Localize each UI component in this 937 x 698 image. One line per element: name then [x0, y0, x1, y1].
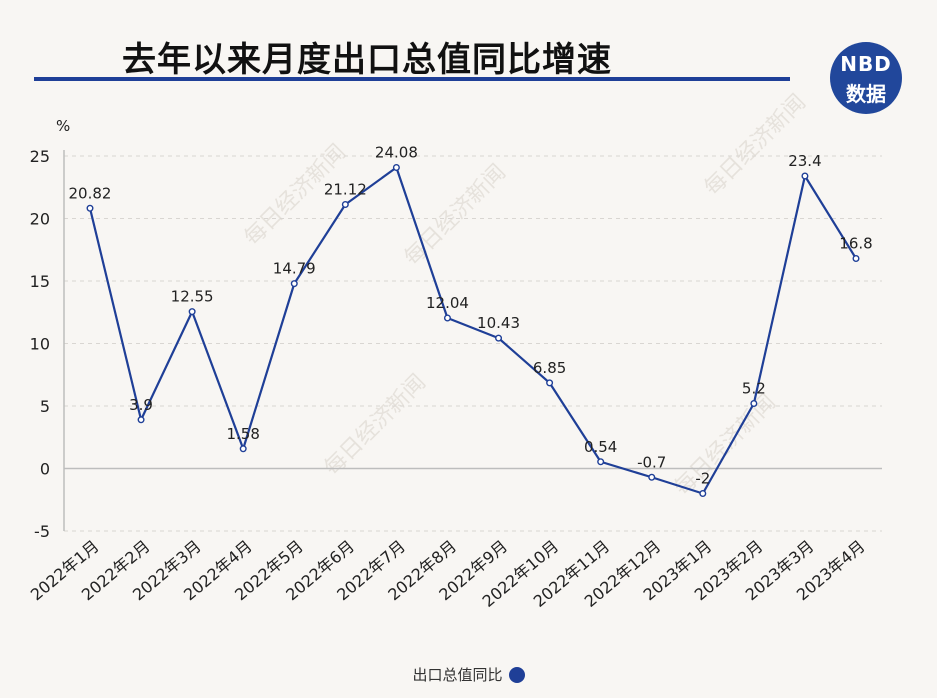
watermark-text: 每日经济新闻: [700, 90, 811, 201]
watermark-text: 每日经济新闻: [400, 160, 511, 271]
data-label: 5.2: [742, 380, 766, 398]
data-label: -0.7: [637, 453, 666, 471]
watermark-text: 每日经济新闻: [320, 370, 431, 481]
data-point: [699, 490, 707, 498]
y-tick-label: 0: [40, 460, 50, 479]
data-point: [597, 458, 605, 466]
data-point: [495, 334, 503, 342]
y-axis-unit: %: [56, 117, 70, 135]
data-point: [392, 163, 400, 171]
data-point: [290, 280, 298, 288]
data-label: 3.9: [129, 396, 153, 414]
data-point: [801, 172, 809, 180]
legend: 出口总值同比: [0, 664, 937, 685]
y-tick-label: -5: [34, 522, 50, 541]
data-point: [188, 308, 196, 316]
data-label: -2: [695, 470, 710, 488]
nbd-logo: NBD 数据: [830, 42, 902, 114]
data-point: [341, 200, 349, 208]
chart-title: 去年以来月度出口总值同比增速: [122, 40, 612, 80]
data-label: 21.12: [324, 181, 367, 199]
data-label: 20.82: [69, 184, 112, 202]
series-line: [88, 166, 857, 495]
data-label: 24.08: [375, 144, 418, 162]
data-label: 23.4: [788, 152, 821, 170]
logo-text-data: 数据: [846, 82, 886, 106]
data-point: [546, 379, 554, 387]
data-point: [86, 204, 94, 212]
data-label: 12.04: [426, 294, 469, 312]
data-label: 1.58: [226, 425, 259, 443]
data-label: 16.8: [839, 235, 872, 253]
data-point: [750, 400, 758, 408]
data-label: 0.54: [584, 438, 617, 456]
legend-label: 出口总值同比: [412, 666, 503, 684]
y-tick-label: 10: [30, 335, 50, 354]
data-point: [137, 416, 145, 424]
data-point: [648, 473, 656, 481]
data-label: 14.79: [273, 260, 316, 278]
y-tick-label: 15: [30, 272, 50, 291]
data-label: 6.85: [533, 359, 566, 377]
y-tick-label: 25: [30, 147, 50, 166]
data-point: [852, 254, 860, 262]
data-point: [239, 445, 247, 453]
data-point: [443, 314, 451, 322]
y-tick-label: 20: [30, 210, 50, 229]
legend-marker: [508, 667, 525, 683]
watermark-text: 每日经济新闻: [670, 390, 781, 501]
data-label: 10.43: [477, 314, 520, 332]
logo-text-nbd: NBD: [840, 52, 892, 76]
data-label: 12.55: [171, 288, 214, 306]
title-underline: [34, 77, 790, 81]
y-tick-label: 5: [40, 397, 50, 416]
